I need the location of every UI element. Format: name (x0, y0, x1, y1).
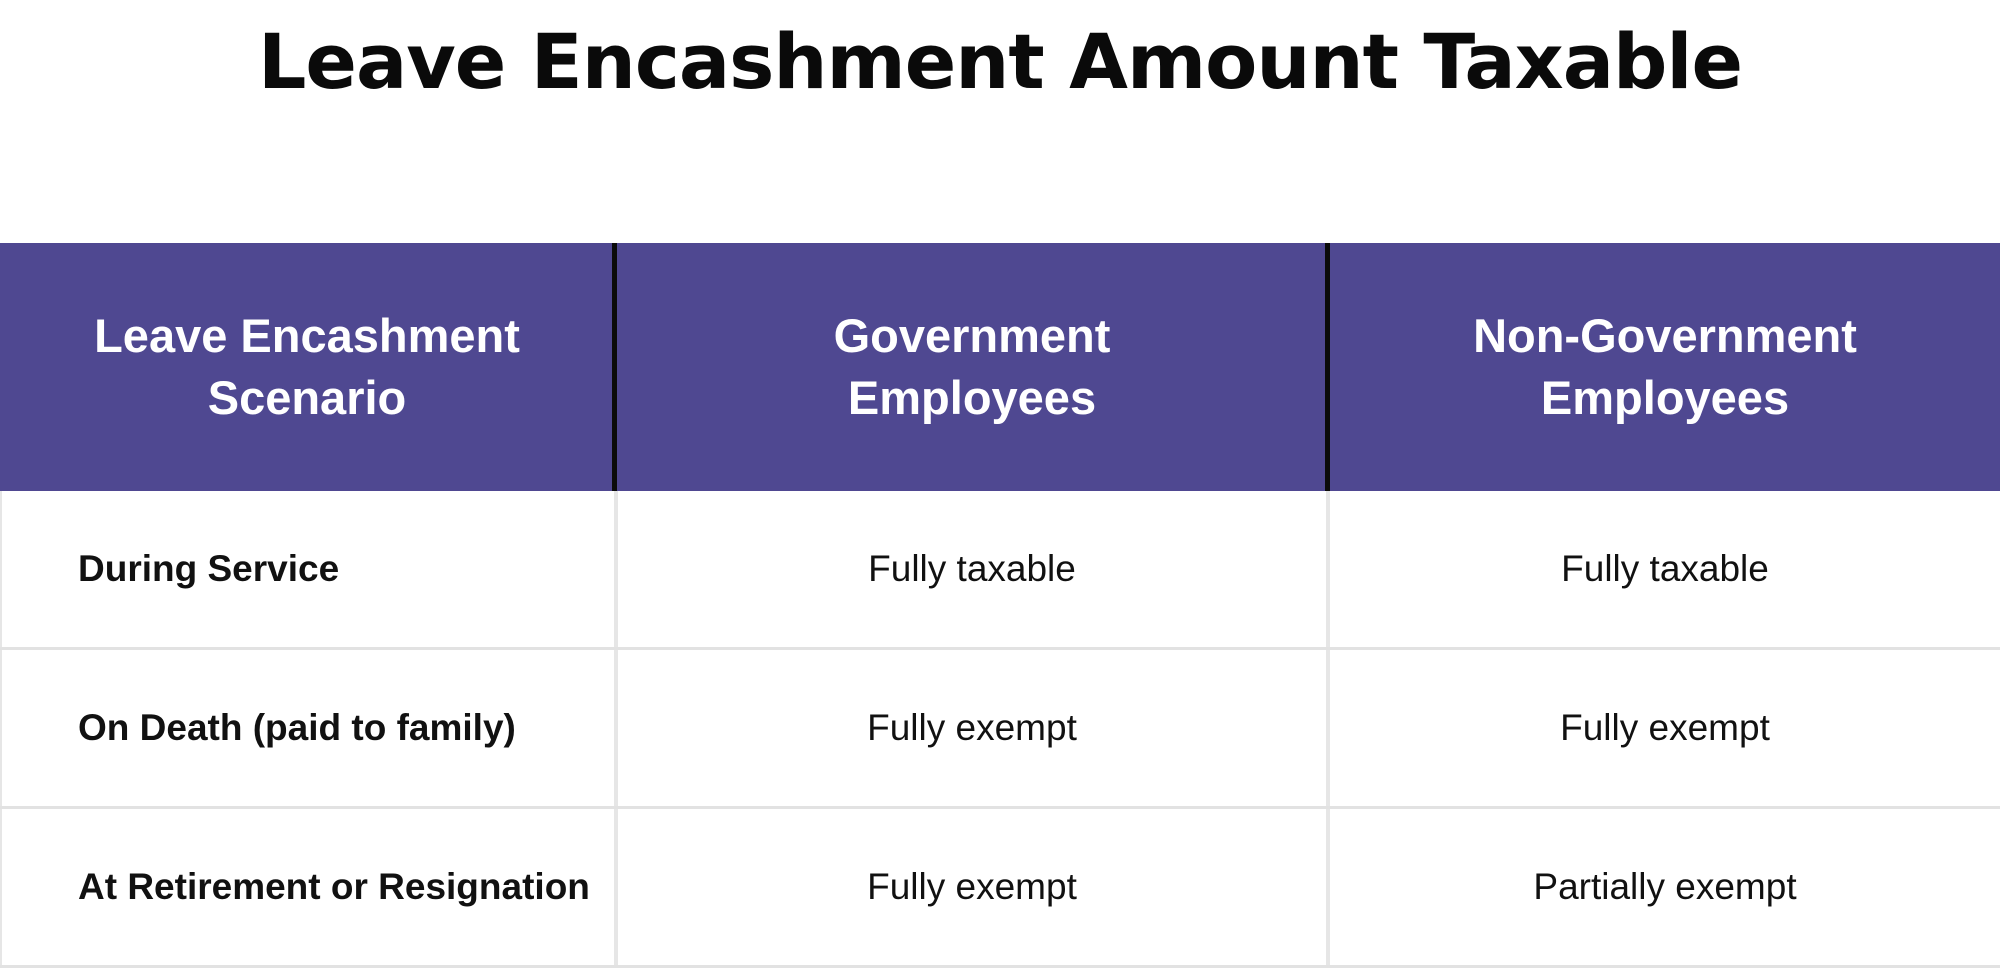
scenario-label: During Service (78, 548, 340, 589)
scenario-label: At Retirement or Resignation (78, 866, 590, 907)
scenario-cell: On Death (paid to family) (0, 650, 614, 806)
government-cell: Fully exempt (618, 650, 1326, 806)
table-left-border (0, 491, 2, 968)
header-scenario-label: Leave Encashment Scenario (94, 309, 520, 424)
header-divider (1325, 243, 1330, 491)
table-row: On Death (paid to family) Fully exempt F… (0, 650, 2000, 809)
government-value: Fully exempt (867, 707, 1077, 748)
government-cell: Fully exempt (618, 809, 1326, 965)
government-value: Fully taxable (868, 548, 1076, 589)
column-divider (614, 491, 618, 968)
non-government-value: Partially exempt (1533, 866, 1797, 907)
header-government-label: Government Employees (833, 309, 1111, 424)
table-row: During Service Fully taxable Fully taxab… (0, 491, 2000, 650)
scenario-cell: At Retirement or Resignation (0, 809, 614, 965)
tax-table: Leave Encashment Scenario Government Emp… (0, 243, 2000, 968)
page-title: Leave Encashment Amount Taxable (258, 17, 1743, 106)
government-value: Fully exempt (867, 866, 1077, 907)
table-row: At Retirement or Resignation Fully exemp… (0, 809, 2000, 968)
scenario-cell: During Service (0, 491, 614, 647)
header-scenario: Leave Encashment Scenario (0, 243, 614, 491)
table-header: Leave Encashment Scenario Government Emp… (0, 243, 2000, 491)
non-government-cell: Fully exempt (1330, 650, 2000, 806)
non-government-cell: Fully taxable (1330, 491, 2000, 647)
header-non-government: Non-Government Employees (1330, 243, 2000, 491)
non-government-value: Fully taxable (1561, 548, 1769, 589)
government-cell: Fully taxable (618, 491, 1326, 647)
scenario-label: On Death (paid to family) (78, 707, 516, 748)
header-divider (612, 243, 617, 491)
column-divider (1326, 491, 1330, 968)
non-government-cell: Partially exempt (1330, 809, 2000, 965)
header-non-government-label: Non-Government Employees (1473, 309, 1857, 424)
header-government: Government Employees (618, 243, 1326, 491)
non-government-value: Fully exempt (1560, 707, 1770, 748)
